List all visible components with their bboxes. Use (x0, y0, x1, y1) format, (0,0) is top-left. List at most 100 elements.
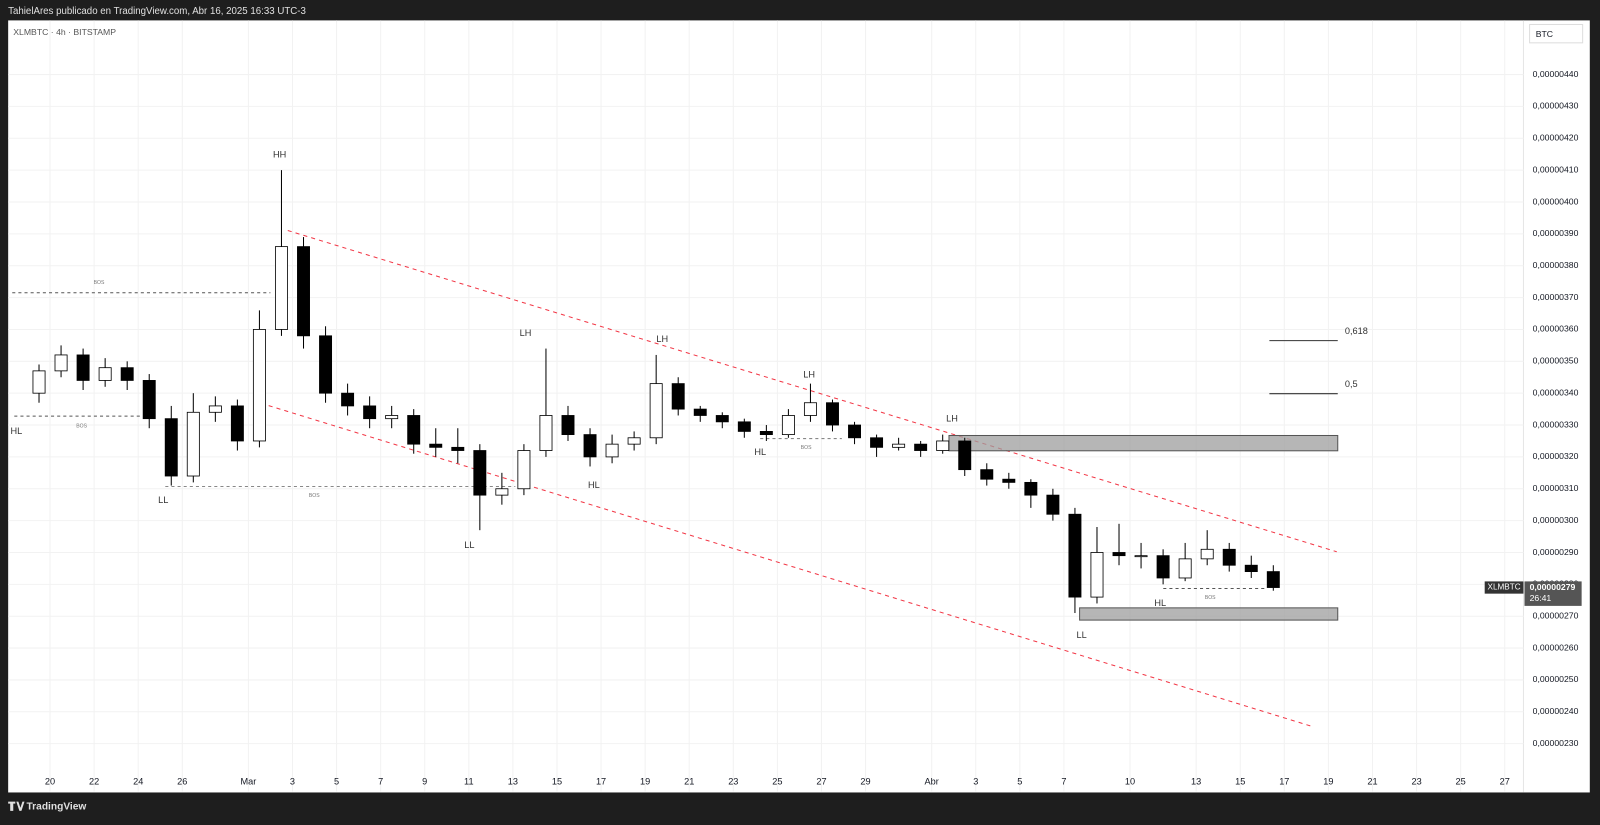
candle-body (583, 434, 597, 458)
candle-body (870, 437, 884, 448)
y-tick-label: 0,00000380 (1533, 260, 1579, 270)
y-tick-label: 0,00000300 (1533, 515, 1579, 525)
x-tick-label: 19 (640, 777, 650, 787)
drawings (12, 230, 1339, 727)
x-tick-label: 11 (464, 777, 474, 787)
candle-body (98, 367, 112, 381)
fib-label: 0,618 (1345, 326, 1368, 336)
x-tick-label: Mar (241, 777, 257, 787)
zone-box (1079, 607, 1339, 621)
x-tick-label: 26 (177, 777, 187, 787)
candle-body (297, 246, 310, 337)
price-tag-value: 0,00000279 (1530, 582, 1576, 592)
candle-body (715, 415, 729, 423)
x-tick-label: 23 (728, 777, 738, 787)
x-tick-label: 15 (1235, 777, 1245, 787)
swing-label: HL (588, 480, 600, 490)
candle-body (186, 411, 200, 477)
candle-body (1134, 555, 1148, 558)
swing-label: HL (754, 447, 766, 457)
chart-area (8, 20, 1590, 793)
candle-body (164, 418, 178, 477)
y-tick-label: 0,00000260 (1533, 642, 1579, 652)
candle-body (605, 443, 619, 458)
candle-body (693, 408, 707, 416)
footer (0, 794, 1600, 820)
candle-body (737, 421, 751, 432)
candle-body (1156, 555, 1170, 579)
candle-body (341, 392, 355, 407)
brand: TradingView (27, 801, 87, 812)
bos-label: BOS (1205, 595, 1216, 601)
candle-body (32, 370, 46, 394)
candle-body (892, 443, 906, 448)
x-tick-label: 25 (772, 777, 782, 787)
candle-body (561, 415, 575, 436)
x-tick-label: 17 (1279, 777, 1289, 787)
x-tick-label: 20 (45, 777, 55, 787)
candle-body (1178, 558, 1192, 579)
plot (32, 170, 1280, 614)
candle-body (848, 424, 862, 439)
candle-body (958, 440, 972, 471)
candle-body (671, 383, 685, 410)
x-tick-label: 23 (1411, 777, 1421, 787)
y-tick-label: 0,00000340 (1533, 387, 1579, 397)
y-tick-label: 0,00000370 (1533, 292, 1579, 302)
candle-body (1002, 478, 1016, 483)
x-tick-label: 24 (133, 777, 143, 787)
swing-label: LL (1077, 630, 1087, 640)
candle-body (649, 383, 663, 439)
candle-body (1024, 481, 1038, 496)
candle-body (120, 367, 134, 381)
y-tick-label: 0,00000350 (1533, 356, 1579, 366)
candle-body (781, 415, 795, 436)
y-tick-label: 0,00000320 (1533, 451, 1579, 461)
x-tick-label: 7 (378, 777, 383, 787)
x-tick-label: 13 (1191, 777, 1201, 787)
candle-body (914, 443, 928, 451)
swing-label: LH (946, 414, 958, 424)
x-tick-label: 19 (1323, 777, 1333, 787)
x-tick-label: 25 (1456, 777, 1466, 787)
candle-body (539, 415, 553, 451)
candle-body (1090, 552, 1104, 598)
labels: 0,00000230 0,00000240 0,00000250 0,00000260… (10, 69, 1582, 787)
symbol-line: XLMBTC · 4h · BITSTAMP (13, 27, 116, 37)
x-tick-label: Abr (925, 777, 939, 787)
candle-body (759, 431, 773, 436)
candle-body (980, 469, 994, 480)
y-tick-label: 0,00000230 (1533, 738, 1579, 748)
candle-body (1266, 571, 1280, 588)
brand-logo (8, 801, 25, 811)
x-tick-label: 5 (334, 777, 339, 787)
bos-label: BOS (94, 280, 105, 286)
fib-label: 0,5 (1345, 379, 1358, 389)
publish-title: TahielAres publicado en TradingView.com,… (8, 6, 306, 17)
y-tick-label: 0,00000400 (1533, 196, 1579, 206)
y-tick-label: 0,00000310 (1533, 483, 1579, 493)
x-tick-label: 17 (596, 777, 606, 787)
candle-body (1046, 494, 1060, 515)
currency-box (1529, 23, 1584, 44)
price-tag-box (1524, 581, 1582, 606)
candle-body (517, 450, 531, 490)
candle-body (252, 329, 266, 442)
bos-label: BOS (76, 424, 87, 430)
candle-body (1200, 548, 1214, 560)
y-tick-label: 0,00000330 (1533, 419, 1579, 429)
candle-body (451, 446, 465, 451)
candle-body (363, 405, 377, 420)
candle-body (1222, 548, 1236, 566)
candle-body (319, 335, 333, 394)
y-tick-label: 0,00000390 (1533, 228, 1579, 238)
swing-label: HL (10, 426, 22, 436)
x-tick-label: 3 (973, 777, 978, 787)
candle-body (76, 354, 90, 381)
candle-body (1068, 513, 1082, 598)
candle-body (936, 440, 950, 451)
candle-body (54, 354, 68, 372)
price-tag-countdown: 26:41 (1530, 593, 1552, 603)
